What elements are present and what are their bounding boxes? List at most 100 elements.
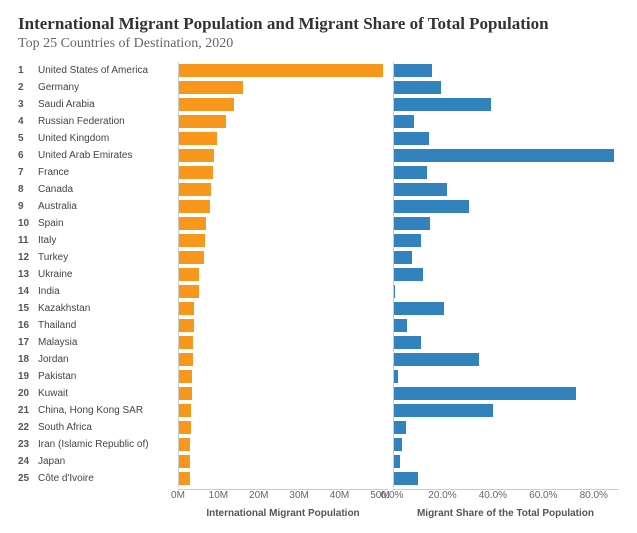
country-label: Saudi Arabia (38, 99, 178, 110)
population-bar-cell (178, 283, 389, 300)
rank-label: 7 (18, 167, 38, 178)
share-bar-cell (393, 266, 619, 283)
country-label: Japan (38, 456, 178, 467)
rank-label: 10 (18, 218, 38, 229)
data-row: 6United Arab Emirates (18, 147, 619, 164)
population-bar (179, 217, 206, 230)
data-row: 22South Africa (18, 419, 619, 436)
population-bar-cell (178, 130, 389, 147)
share-bar (394, 336, 421, 349)
share-bar-cell (393, 470, 619, 487)
share-axis-title: Migrant Share of the Total Population (392, 508, 619, 519)
country-label: India (38, 286, 178, 297)
population-bar-cell (178, 79, 389, 96)
share-bar-cell (393, 368, 619, 385)
population-bar-cell (178, 147, 389, 164)
population-bar (179, 302, 194, 315)
data-row: 8Canada (18, 181, 619, 198)
share-bar (394, 455, 400, 468)
rank-label: 12 (18, 252, 38, 263)
country-label: South Africa (38, 422, 178, 433)
country-label: Iran (Islamic Republic of) (38, 439, 178, 450)
population-bar-cell (178, 453, 389, 470)
population-bar (179, 132, 217, 145)
share-bar-cell (393, 436, 619, 453)
share-bar (394, 472, 418, 485)
share-bar (394, 285, 395, 298)
country-label: Kazakhstan (38, 303, 178, 314)
country-label: Germany (38, 82, 178, 93)
share-bar (394, 353, 479, 366)
population-bar (179, 183, 211, 196)
share-bar (394, 98, 491, 111)
population-bar-cell (178, 266, 389, 283)
population-bar (179, 234, 205, 247)
share-bar (394, 64, 432, 77)
data-row: 2Germany (18, 79, 619, 96)
population-bar-cell (178, 436, 389, 453)
population-bar (179, 319, 194, 332)
population-bar (179, 200, 210, 213)
population-axis: 0M10M20M30M40M50M (178, 489, 388, 504)
data-row: 3Saudi Arabia (18, 96, 619, 113)
data-row: 24Japan (18, 453, 619, 470)
data-row: 1United States of America (18, 62, 619, 79)
rank-label: 4 (18, 116, 38, 127)
country-label: United Kingdom (38, 133, 178, 144)
population-bar (179, 421, 191, 434)
rank-label: 25 (18, 473, 38, 484)
country-label: Thailand (38, 320, 178, 331)
population-bar-cell (178, 300, 389, 317)
population-bar-cell (178, 351, 389, 368)
share-bar-cell (393, 147, 619, 164)
population-bar (179, 149, 214, 162)
axis-tick: 20.0% (428, 490, 456, 501)
chart-title: International Migrant Population and Mig… (18, 14, 619, 34)
share-bar (394, 115, 414, 128)
country-label: China, Hong Kong SAR (38, 405, 178, 416)
population-bar (179, 353, 193, 366)
population-bar (179, 268, 199, 281)
country-label: Italy (38, 235, 178, 246)
share-bar (394, 421, 406, 434)
population-bar-cell (178, 198, 389, 215)
share-bar (394, 234, 421, 247)
country-label: United Arab Emirates (38, 150, 178, 161)
population-bar (179, 370, 192, 383)
chart-area: 1United States of America2Germany3Saudi … (18, 62, 619, 519)
share-bar-cell (393, 164, 619, 181)
country-label: Canada (38, 184, 178, 195)
country-label: Malaysia (38, 337, 178, 348)
data-row: 18Jordan (18, 351, 619, 368)
share-bar-cell (393, 113, 619, 130)
population-bar-cell (178, 181, 389, 198)
country-label: Côte d'Ivoire (38, 473, 178, 484)
population-bar-cell (178, 215, 389, 232)
share-bar-cell (393, 334, 619, 351)
population-bar (179, 251, 204, 264)
share-bar (394, 370, 398, 383)
axis-tick: 0.0% (381, 490, 404, 501)
share-bar (394, 319, 407, 332)
country-label: Russian Federation (38, 116, 178, 127)
chart-subtitle: Top 25 Countries of Destination, 2020 (18, 36, 619, 52)
data-row: 23Iran (Islamic Republic of) (18, 436, 619, 453)
rank-label: 24 (18, 456, 38, 467)
rank-label: 13 (18, 269, 38, 280)
share-bar (394, 81, 441, 94)
data-row: 10Spain (18, 215, 619, 232)
axis-tick: 20M (249, 490, 268, 501)
share-bar-cell (393, 62, 619, 79)
population-axis-title: International Migrant Population (178, 508, 388, 519)
population-bar-cell (178, 385, 389, 402)
rank-label: 18 (18, 354, 38, 365)
rank-label: 20 (18, 388, 38, 399)
population-bar-cell (178, 419, 389, 436)
share-bar-cell (393, 130, 619, 147)
data-row: 17Malaysia (18, 334, 619, 351)
share-bar-cell (393, 232, 619, 249)
country-label: United States of America (38, 65, 178, 76)
axis-tick: 30M (289, 490, 308, 501)
share-bar (394, 217, 430, 230)
country-label: Jordan (38, 354, 178, 365)
